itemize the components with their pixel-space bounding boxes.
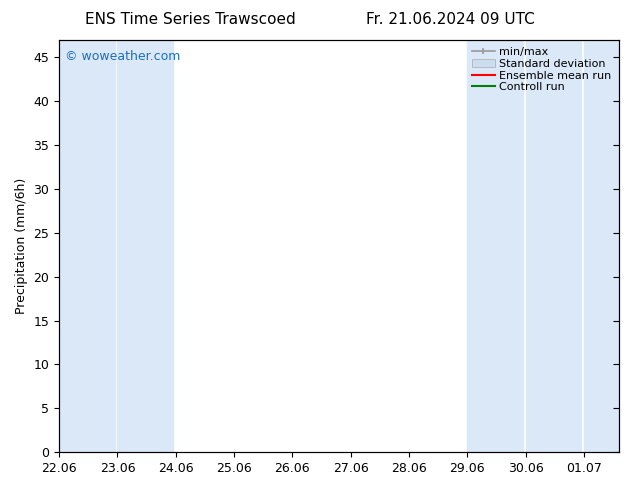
Text: ENS Time Series Trawscoed: ENS Time Series Trawscoed [85,12,295,27]
Bar [584,40,619,452]
Bar [467,40,523,452]
Text: Fr. 21.06.2024 09 UTC: Fr. 21.06.2024 09 UTC [366,12,534,27]
Text: © woweather.com: © woweather.com [65,50,180,63]
Bar [117,40,173,452]
Y-axis label: Precipitation (mm/6h): Precipitation (mm/6h) [15,178,28,314]
Bar [526,40,581,452]
Legend: min/max, Standard deviation, Ensemble mean run, Controll run: min/max, Standard deviation, Ensemble me… [470,45,614,95]
Bar [59,40,115,452]
